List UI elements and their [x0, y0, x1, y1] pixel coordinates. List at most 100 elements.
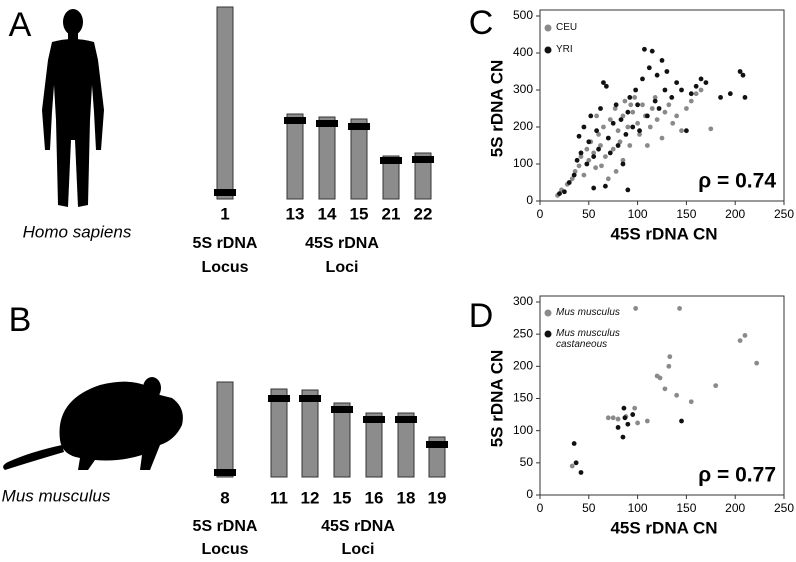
chromosome-label: 16	[365, 488, 384, 507]
chromosome-label: 14	[318, 204, 337, 223]
legend-label: YRI	[556, 44, 573, 55]
data-point	[578, 470, 584, 475]
data-point	[644, 418, 650, 424]
data-point	[625, 109, 631, 115]
x-tick-label: 100	[628, 207, 648, 221]
rdna-band	[316, 120, 338, 127]
mouse-silhouette	[3, 377, 183, 470]
locus-label: 5S rDNA	[193, 518, 258, 535]
data-point	[674, 392, 680, 398]
rdna-band	[363, 416, 385, 423]
chromosome	[270, 388, 288, 478]
y-tick-label: 0	[526, 487, 533, 501]
chromosome	[350, 118, 368, 200]
data-point	[569, 176, 575, 182]
rdna-band	[426, 441, 448, 448]
data-point	[662, 109, 668, 115]
y-tick-label: 300	[513, 294, 533, 308]
x-tick-label: 200	[725, 207, 745, 221]
x-tick-label: 100	[628, 501, 648, 515]
locus-label: Locus	[201, 541, 248, 558]
data-point	[586, 157, 592, 163]
legend-swatch	[544, 309, 552, 317]
data-point	[620, 157, 626, 163]
data-point	[713, 383, 719, 389]
rdna-band	[412, 156, 434, 163]
data-point	[669, 95, 675, 100]
data-point	[584, 161, 590, 167]
data-point	[659, 58, 665, 63]
legend-swatch	[544, 24, 552, 32]
y-tick-label: 50	[520, 455, 534, 469]
data-point	[576, 133, 582, 139]
data-point	[622, 98, 628, 104]
rdna-band	[348, 123, 370, 130]
y-tick-label: 0	[526, 193, 533, 207]
y-tick-label: 100	[513, 156, 533, 170]
data-point	[649, 106, 655, 111]
legend-label: Mus musculus castaneous	[556, 328, 620, 350]
x-tick-label: 50	[582, 207, 596, 221]
data-point	[688, 98, 694, 104]
x-tick-label: 0	[537, 207, 544, 221]
data-point	[591, 150, 597, 156]
chromosome	[397, 412, 415, 478]
x-axis-label: 45S rDNA CN	[610, 518, 717, 537]
y-tick-label: 200	[513, 119, 533, 133]
data-point	[742, 95, 748, 100]
y-tick-label: 150	[513, 391, 533, 405]
rdna-band	[268, 395, 290, 402]
data-point	[620, 161, 626, 167]
species-name: Homo sapiens	[23, 222, 132, 241]
x-tick-label: 50	[582, 501, 596, 515]
data-point	[569, 463, 575, 469]
loci-label: Loci	[326, 259, 359, 276]
chromosome-label: 13	[286, 204, 305, 223]
data-point	[635, 420, 640, 426]
data-point	[610, 120, 616, 126]
data-point	[615, 425, 621, 430]
chromosome	[286, 113, 304, 200]
data-point	[599, 163, 604, 169]
data-point	[598, 106, 603, 111]
data-point	[652, 95, 658, 100]
y-tick-label: 500	[513, 8, 533, 22]
data-point	[644, 143, 650, 148]
y-axis-label: 5S rDNA CN	[487, 350, 506, 448]
data-point	[644, 113, 650, 119]
rdna-band	[395, 416, 417, 423]
data-point	[627, 143, 633, 148]
y-tick-label: 300	[513, 82, 533, 96]
data-point	[679, 418, 684, 424]
panel-letter: B	[9, 301, 32, 339]
y-tick-label: 100	[513, 423, 533, 437]
x-tick-label: 250	[774, 207, 794, 221]
data-point	[571, 441, 577, 446]
data-point	[613, 102, 619, 108]
data-point	[684, 106, 689, 111]
data-point	[652, 98, 658, 104]
species-name: Mus musculus	[2, 486, 111, 505]
chromosome-label: 18	[397, 488, 416, 507]
data-point	[617, 139, 623, 145]
chromosome-label: 1	[220, 204, 229, 223]
data-point	[727, 91, 733, 97]
data-point	[628, 102, 634, 108]
data-point	[625, 124, 631, 130]
data-point	[688, 91, 694, 97]
data-point	[610, 146, 616, 152]
data-point	[620, 434, 626, 440]
data-point	[688, 399, 694, 405]
data-point	[625, 421, 631, 427]
data-point	[698, 87, 704, 93]
data-point	[593, 165, 599, 171]
loci-label: Loci	[342, 541, 375, 558]
chromosome-label: 21	[382, 204, 401, 223]
data-point	[742, 333, 748, 338]
data-point	[679, 87, 684, 93]
data-point	[708, 126, 714, 132]
data-point	[605, 415, 611, 421]
data-point	[562, 189, 567, 195]
data-point	[633, 306, 639, 311]
